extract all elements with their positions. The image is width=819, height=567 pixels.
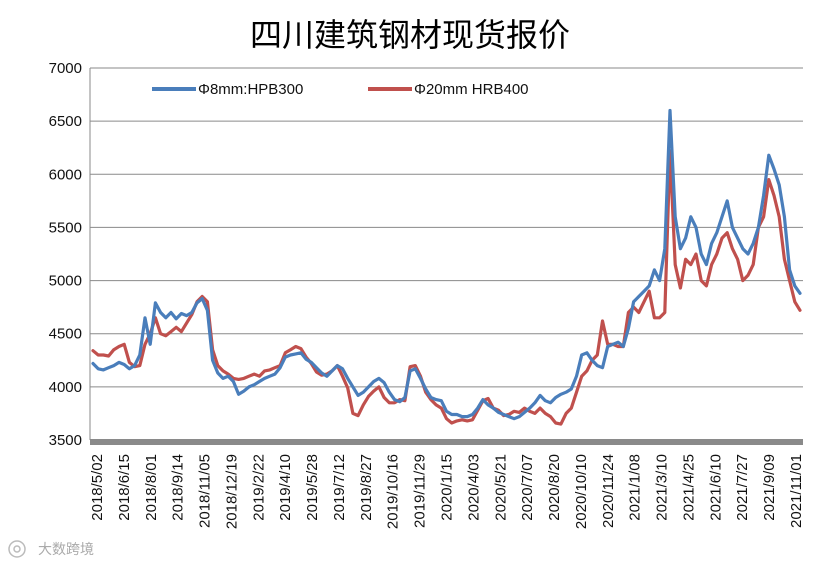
x-tick-7: 2019/4/10: [277, 454, 294, 521]
x-tick-0: 2018/5/02: [89, 454, 106, 521]
y-tick-7000: 7000: [49, 60, 82, 77]
x-tick-9: 2019/7/12: [331, 454, 348, 521]
axes: [89, 68, 803, 445]
x-tick-12: 2019/11/29: [412, 454, 429, 528]
x-tick-23: 2021/6/10: [707, 454, 724, 521]
legend-label-hpb300: Φ8mm:HPB300: [198, 81, 303, 98]
x-tick-4: 2018/11/05: [197, 454, 214, 528]
x-tick-labels: 2018/5/02 2018/6/15 2018/8/01 2018/9/14 2018…: [89, 454, 805, 529]
y-tick-5000: 5000: [49, 273, 82, 290]
y-tick-4000: 4000: [49, 379, 82, 396]
x-tick-6: 2019/2/22: [250, 454, 267, 521]
x-tick-19: 2020/11/24: [600, 454, 617, 528]
x-tick-11: 2019/10/16: [385, 454, 402, 529]
legend-label-hrb400: Φ20mm HRB400: [414, 81, 529, 98]
x-tick-14: 2020/4/03: [465, 454, 482, 521]
x-tick-22: 2021/4/25: [680, 454, 697, 521]
y-tick-6500: 6500: [49, 113, 82, 130]
y-tick-4500: 4500: [49, 326, 82, 343]
camera-icon: [8, 540, 26, 558]
x-tick-25: 2021/9/09: [761, 454, 778, 521]
x-tick-13: 2020/1/15: [439, 454, 456, 521]
y-tick-5500: 5500: [49, 219, 82, 236]
series-line-hrb400: [91, 149, 802, 426]
chart-title: 四川建筑钢材现货报价: [250, 16, 570, 54]
x-tick-3: 2018/9/14: [170, 454, 187, 521]
x-tick-10: 2019/8/27: [358, 454, 375, 521]
series-lines: [91, 108, 802, 426]
y-tick-3500: 3500: [49, 432, 82, 449]
x-tick-24: 2021/7/27: [734, 454, 751, 521]
y-tick-6000: 6000: [49, 166, 82, 183]
x-tick-8: 2019/5/28: [304, 454, 321, 521]
x-tick-16: 2020/7/07: [519, 454, 536, 521]
watermark: 大数跨境: [8, 540, 94, 558]
x-tick-18: 2020/10/10: [573, 454, 590, 529]
series-line-hpb300: [91, 108, 802, 421]
legend: Φ8mm:HPB300 Φ20mm HRB400: [152, 81, 529, 98]
x-axis-band: [90, 439, 803, 445]
x-tick-15: 2020/5/21: [492, 454, 509, 521]
y-tick-labels: 3500 4000 4500 5000 5500 6000 6500 7000: [49, 60, 82, 449]
x-tick-17: 2020/8/20: [546, 454, 563, 521]
x-tick-1: 2018/6/15: [116, 454, 133, 521]
x-tick-5: 2018/12/19: [223, 454, 240, 529]
x-tick-2: 2018/8/01: [143, 454, 160, 521]
watermark-text: 大数跨境: [38, 542, 94, 558]
x-tick-21: 2021/3/10: [654, 454, 671, 521]
x-tick-20: 2021/1/08: [627, 454, 644, 521]
x-tick-26: 2021/11/01: [788, 454, 805, 528]
